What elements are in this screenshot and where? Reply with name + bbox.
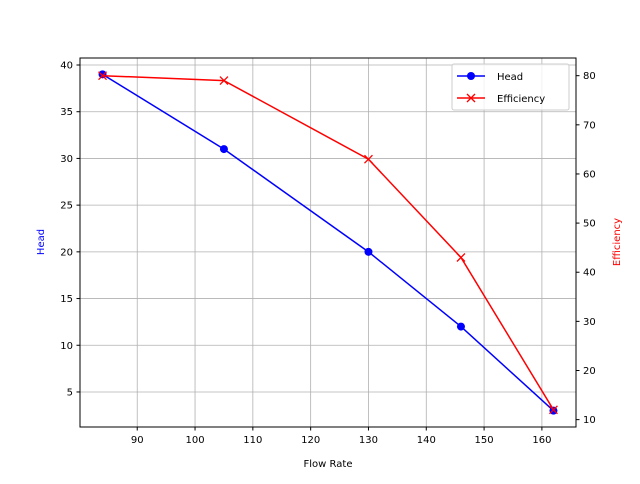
efficiency-point xyxy=(364,154,373,164)
x-tick-label: 100 xyxy=(185,435,204,446)
head-point xyxy=(98,70,107,79)
y2-tick-label: 20 xyxy=(583,366,596,377)
y2-tick-label: 60 xyxy=(583,169,596,180)
y-tick-label: 15 xyxy=(60,294,73,305)
x-tick-label: 110 xyxy=(243,435,262,446)
x-axis-label: Flow Rate xyxy=(304,459,353,470)
x-tick-label: 150 xyxy=(475,435,494,446)
efficiency-point xyxy=(456,253,466,262)
plot-frame xyxy=(79,57,577,428)
x-tick-label: 90 xyxy=(131,435,144,446)
series-layer xyxy=(98,70,558,415)
y-tick-label: 25 xyxy=(60,201,73,212)
legend-efficiency-marker xyxy=(466,93,476,103)
efficiency-point xyxy=(98,71,108,81)
x-axis: 90 100 110 120 130 140 150 160 xyxy=(131,427,551,446)
x-tick-label: 160 xyxy=(532,435,551,446)
y-tick-label: 35 xyxy=(60,107,73,118)
head-line xyxy=(102,73,554,412)
y-tick-label: 30 xyxy=(60,154,73,165)
legend-efficiency-label: Efficiency xyxy=(497,94,545,105)
efficiency-point xyxy=(219,76,229,86)
y2-tick-label: 50 xyxy=(583,219,596,230)
grid xyxy=(80,58,576,427)
y2-tick-label: 10 xyxy=(583,415,596,426)
efficiency-point xyxy=(548,405,558,415)
y2-tick-label: 40 xyxy=(583,268,596,279)
head-point xyxy=(219,145,228,154)
head-point xyxy=(456,322,465,331)
y-axis-right: 10 20 30 40 50 60 70 80 xyxy=(576,71,596,426)
y2-tick-label: 80 xyxy=(583,71,596,82)
legend-head-label: Head xyxy=(497,72,523,83)
x-tick-label: 120 xyxy=(301,435,320,446)
y-tick-label: 40 xyxy=(60,61,73,72)
y-axis-label: Head xyxy=(36,229,47,255)
y2-tick-label: 70 xyxy=(583,120,596,131)
legend: Head Efficiency xyxy=(451,63,570,111)
y-tick-label: 20 xyxy=(60,247,73,258)
y-tick-label: 10 xyxy=(60,341,73,352)
x-tick-label: 130 xyxy=(359,435,378,446)
y2-axis-label: Efficiency xyxy=(612,218,623,266)
x-tick-label: 140 xyxy=(417,435,436,446)
y-axis-left: 5 10 15 20 25 30 35 40 xyxy=(60,61,80,398)
head-point xyxy=(364,247,373,256)
efficiency-line xyxy=(102,74,555,411)
y2-tick-label: 30 xyxy=(583,317,596,328)
y-tick-label: 5 xyxy=(67,387,73,398)
legend-head-marker xyxy=(467,72,475,80)
